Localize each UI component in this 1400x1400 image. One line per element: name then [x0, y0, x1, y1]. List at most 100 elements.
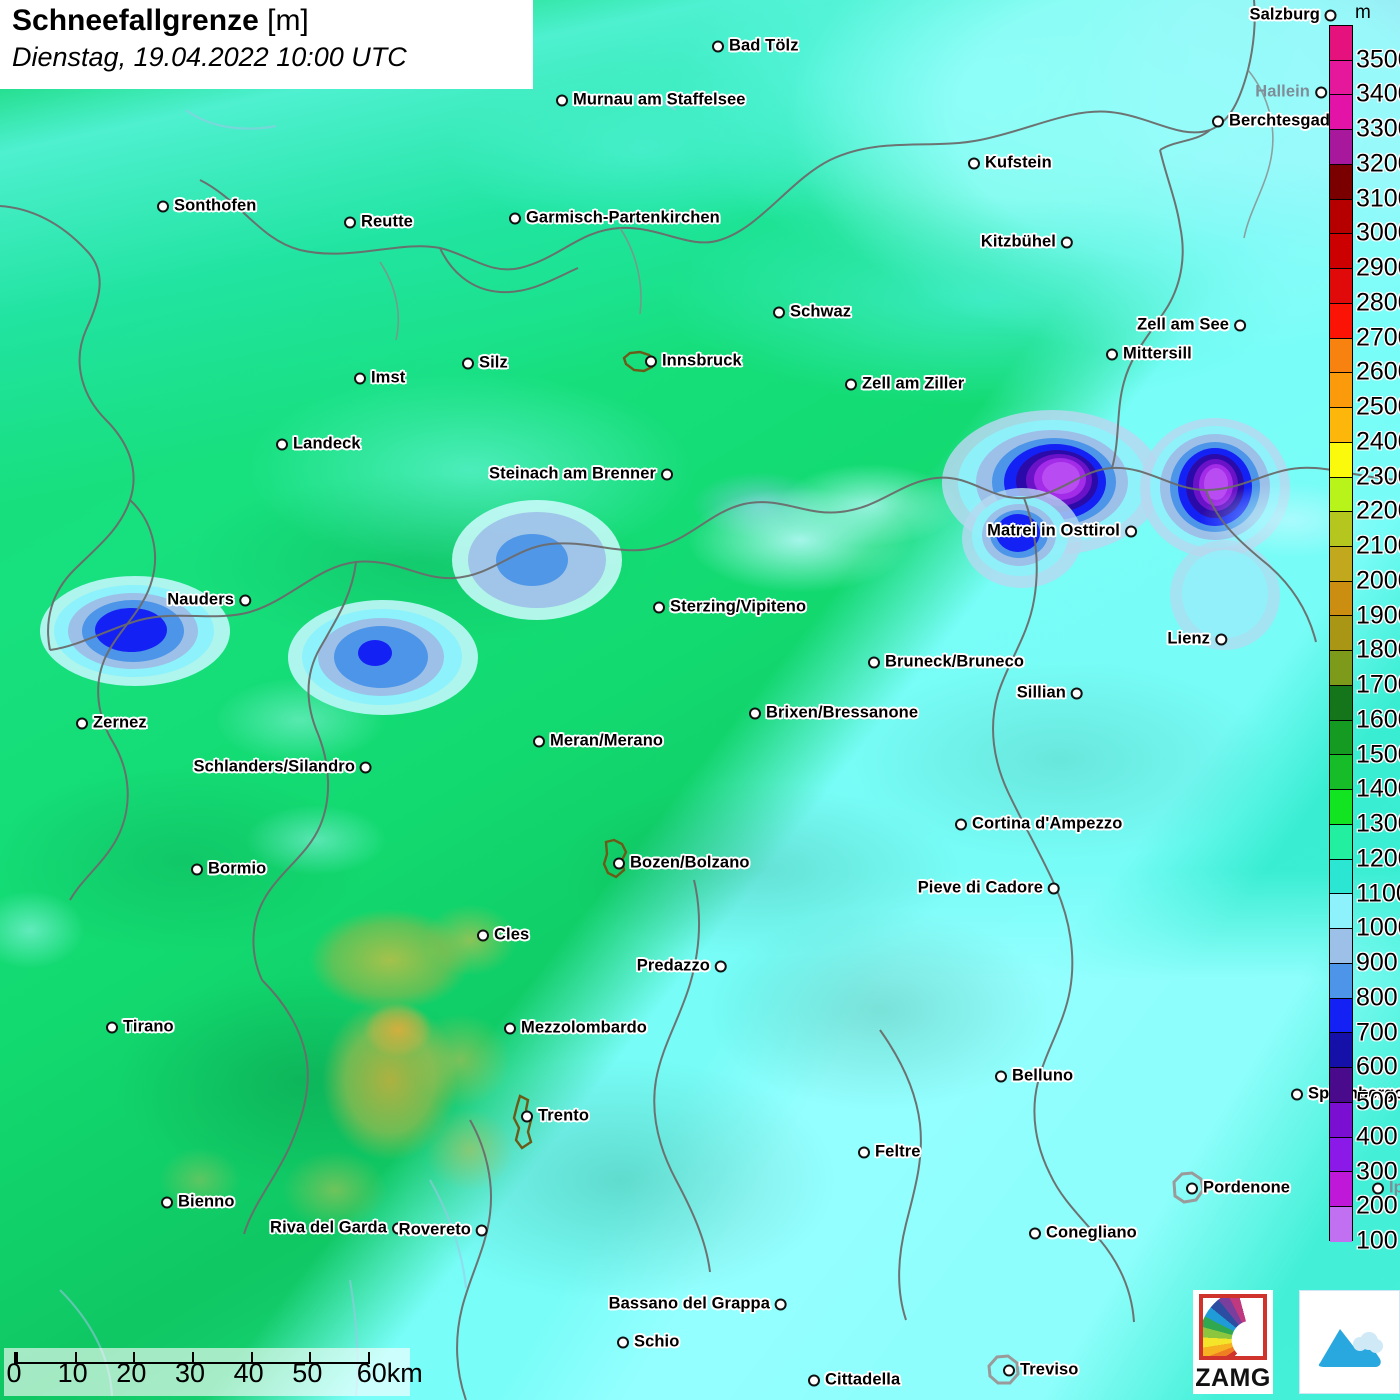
- city-label: Nauders: [167, 590, 234, 609]
- city-dot-icon: [653, 601, 665, 613]
- city-marker[interactable]: Salzburg: [1250, 6, 1337, 25]
- colorbar-tick-800: 800: [1356, 983, 1398, 1012]
- city-label: Mittersill: [1123, 344, 1192, 363]
- city-marker[interactable]: Imst: [354, 369, 405, 388]
- geosphere-logo[interactable]: [1299, 1290, 1400, 1394]
- city-dot-icon: [858, 1146, 870, 1158]
- city-marker[interactable]: Matrei in Osttirol: [987, 522, 1137, 541]
- city-dot-icon: [1048, 882, 1060, 894]
- city-label: Hallein: [1255, 82, 1310, 101]
- city-marker[interactable]: Brixen/Bressanone: [749, 704, 918, 723]
- colorbar-band-800: [1330, 963, 1352, 999]
- city-marker[interactable]: Predazzo: [637, 957, 727, 976]
- city-dot-icon: [968, 157, 980, 169]
- city-dot-icon: [344, 216, 356, 228]
- city-dot-icon: [613, 857, 625, 869]
- city-marker[interactable]: Murnau am Staffelsee: [556, 91, 746, 110]
- city-marker[interactable]: Zell am Ziller: [845, 375, 964, 394]
- colorbar-tick-500: 500: [1356, 1087, 1398, 1116]
- city-dot-icon: [1125, 525, 1137, 537]
- city-dot-icon: [617, 1336, 629, 1348]
- colorbar[interactable]: [1329, 25, 1353, 1242]
- city-dot-icon: [1372, 1182, 1384, 1194]
- city-marker[interactable]: Schlanders/Silandro: [194, 758, 372, 777]
- city-marker[interactable]: Bassano del Grappa: [609, 1295, 787, 1314]
- city-marker[interactable]: Treviso: [1003, 1361, 1078, 1380]
- city-label: Treviso: [1020, 1360, 1079, 1379]
- city-marker[interactable]: Feltre: [858, 1143, 921, 1162]
- city-marker[interactable]: Riva del Garda: [270, 1219, 404, 1238]
- city-marker[interactable]: Rovereto: [399, 1221, 488, 1240]
- city-marker[interactable]: Nauders: [167, 591, 251, 610]
- city-marker[interactable]: Bormio: [191, 860, 266, 879]
- city-marker[interactable]: Sillian: [1017, 684, 1083, 703]
- colorbar-band-400: [1330, 1102, 1352, 1138]
- city-marker[interactable]: Bienno: [161, 1193, 235, 1212]
- city-marker[interactable]: Kufstein: [968, 154, 1052, 173]
- city-marker[interactable]: Tirano: [106, 1018, 174, 1037]
- zamg-logo[interactable]: ZAMG: [1193, 1290, 1273, 1394]
- city-marker[interactable]: Bad Tölz: [712, 37, 799, 56]
- city-dot-icon: [462, 357, 474, 369]
- colorbar-band-3400: [1330, 60, 1352, 96]
- city-label: Rovereto: [398, 1220, 471, 1239]
- city-marker[interactable]: Hallein: [1255, 83, 1327, 102]
- colorbar-tick-600: 600: [1356, 1052, 1398, 1081]
- city-outline-pordenone: [1168, 1170, 1206, 1206]
- city-label: Bozen/Bolzano: [630, 853, 750, 872]
- city-dot-icon: [1325, 9, 1337, 21]
- city-marker[interactable]: Reutte: [344, 213, 413, 232]
- city-label: Belluno: [1012, 1066, 1074, 1085]
- city-label: Landeck: [293, 434, 361, 453]
- city-marker[interactable]: Sterzing/Vipiteno: [653, 598, 806, 617]
- city-label: Schlanders/Silandro: [193, 757, 355, 776]
- city-marker[interactable]: Zernez: [76, 714, 147, 733]
- city-marker[interactable]: Meran/Merano: [533, 732, 663, 751]
- city-label: Mezzolombardo: [521, 1018, 647, 1037]
- city-marker[interactable]: Bruneck/Bruneco: [868, 653, 1024, 672]
- city-marker[interactable]: Conegliano: [1029, 1224, 1137, 1243]
- city-marker[interactable]: Lienz: [1167, 630, 1227, 649]
- city-marker[interactable]: Innsbruck: [645, 352, 742, 371]
- colorbar-tick-1100: 1100: [1356, 879, 1400, 908]
- city-marker[interactable]: Berchtesgaden: [1212, 112, 1350, 131]
- city-dot-icon: [1215, 633, 1227, 645]
- city-dot-icon: [477, 929, 489, 941]
- city-marker[interactable]: Pordenone: [1186, 1179, 1290, 1198]
- city-dot-icon: [715, 960, 727, 972]
- city-marker[interactable]: Trento: [521, 1107, 589, 1126]
- title-unit: [m]: [267, 4, 309, 37]
- colorbar-tick-2300: 2300: [1356, 462, 1400, 491]
- city-dot-icon: [1186, 1182, 1198, 1194]
- city-marker[interactable]: Sonthofen: [157, 197, 256, 216]
- city-dot-icon: [106, 1021, 118, 1033]
- scale-tick-40: [250, 1352, 253, 1362]
- city-dot-icon: [1234, 319, 1246, 331]
- city-marker[interactable]: Cortina d'Ampezzo: [955, 815, 1122, 834]
- city-marker[interactable]: Mittersill: [1106, 345, 1192, 364]
- city-marker[interactable]: Schio: [617, 1333, 679, 1352]
- colorbar-tick-1900: 1900: [1356, 601, 1400, 630]
- city-marker[interactable]: Steinach am Brenner: [489, 465, 673, 484]
- city-marker[interactable]: Cles: [477, 926, 529, 945]
- city-marker[interactable]: Mezzolombardo: [504, 1019, 647, 1038]
- colorbar-band-1700: [1330, 651, 1352, 686]
- city-marker[interactable]: Silz: [462, 354, 508, 373]
- colorbar-band-3100: [1330, 164, 1352, 200]
- city-marker[interactable]: Schwaz: [773, 303, 851, 322]
- city-marker[interactable]: Landeck: [276, 435, 361, 454]
- colorbar-tick-3400: 3400: [1356, 79, 1400, 108]
- city-marker[interactable]: Garmisch-Partenkirchen: [509, 209, 720, 228]
- scale-label-10: 10: [57, 1358, 88, 1388]
- colorbar-tick-2500: 2500: [1356, 392, 1400, 421]
- city-marker[interactable]: Belluno: [995, 1067, 1073, 1086]
- city-marker[interactable]: Ipo: [1372, 1179, 1400, 1198]
- city-marker[interactable]: Bozen/Bolzano: [613, 854, 750, 873]
- city-label: Cortina d'Ampezzo: [972, 814, 1123, 833]
- city-marker[interactable]: Cittadella: [808, 1371, 900, 1390]
- city-marker[interactable]: Kitzbühel: [981, 233, 1073, 252]
- city-marker[interactable]: Pieve di Cadore: [918, 879, 1060, 898]
- city-label: Tirano: [123, 1017, 174, 1036]
- city-marker[interactable]: Zell am See: [1137, 316, 1246, 335]
- city-dot-icon: [1071, 687, 1083, 699]
